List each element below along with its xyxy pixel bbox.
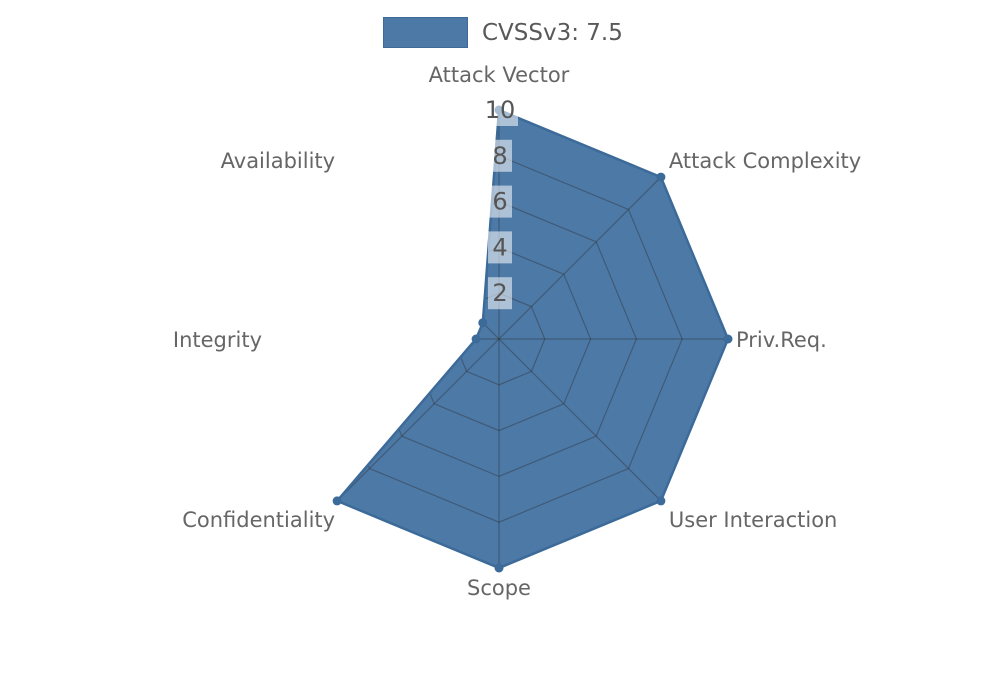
tick-label-10: 10 — [485, 96, 516, 124]
tick-box-10 — [482, 94, 518, 126]
grid-spoke-1 — [498, 176, 662, 340]
data-polygon-fill — [337, 110, 728, 568]
axis-label-priv-req: Priv.Req. — [736, 328, 827, 352]
tick-label-6: 6 — [492, 188, 507, 216]
axis-label-attack-vector: Attack Vector — [429, 63, 570, 87]
legend-color-swatch — [383, 17, 468, 48]
tick-label-8: 8 — [492, 142, 507, 170]
tick-box-8 — [488, 139, 512, 172]
vertex-marker-4 — [494, 563, 504, 573]
vertex-marker-6 — [471, 334, 481, 344]
tick-box-4 — [488, 231, 512, 264]
tick-label-4: 4 — [492, 233, 507, 261]
vertex-marker-3 — [656, 496, 666, 506]
grid-spoke-5 — [337, 338, 500, 502]
axis-label-integrity: Integrity — [173, 328, 262, 352]
legend-label: CVSSv3: 7.5 — [482, 19, 623, 46]
axis-label-availability: Availability — [221, 149, 335, 173]
axis-label-confidentiality: Confidentiality — [182, 508, 335, 532]
tick-label-2: 2 — [492, 279, 507, 307]
vertex-marker-2 — [723, 334, 733, 344]
axis-label-scope: Scope — [467, 576, 531, 600]
vertex-marker-7 — [478, 318, 488, 328]
axis-label-attack-complexity: Attack Complexity — [669, 149, 861, 173]
vertex-marker-5 — [332, 496, 342, 506]
vertex-marker-1 — [656, 172, 666, 182]
grid-spoke-7 — [337, 176, 500, 340]
tick-box-2 — [488, 277, 512, 310]
axis-label-user-interaction: User Interaction — [669, 508, 837, 532]
legend: CVSSv3: 7.5 — [383, 17, 623, 48]
tick-box-6 — [488, 185, 512, 218]
grid-spoke-3 — [498, 338, 662, 502]
